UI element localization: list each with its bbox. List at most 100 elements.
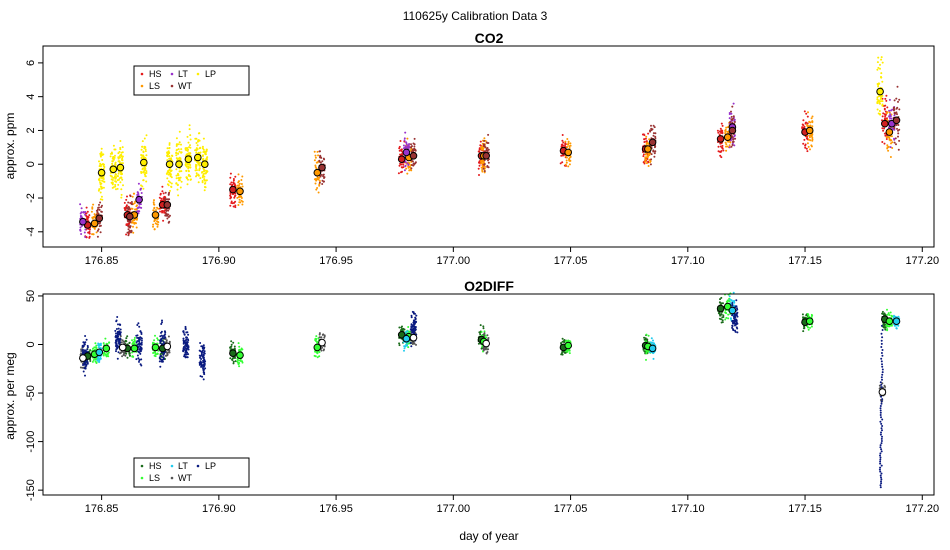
o2diff-point-lp — [117, 338, 120, 340]
co2-point-lp — [114, 180, 117, 183]
co2-point-lp — [120, 162, 123, 165]
co2-point-lp — [175, 168, 178, 171]
o2diff-point-lp — [200, 345, 203, 348]
o2diff-point-lp — [880, 357, 883, 360]
co2-point-ls — [131, 195, 134, 198]
co2-point-hs — [86, 217, 89, 220]
o2diff-point-wt — [484, 348, 487, 351]
o2diff-point-lp — [186, 356, 189, 359]
co2-point-wt — [487, 142, 490, 144]
co2-point-lp — [202, 137, 205, 140]
co2-point-hs — [561, 134, 564, 136]
co2-point-ls — [238, 196, 241, 198]
o2diff-point-lt — [650, 337, 653, 340]
co2-point-hs — [721, 144, 724, 147]
o2diff-mean-marker-ls — [102, 344, 111, 353]
co2-point-ls — [645, 158, 648, 161]
co2-point-hs — [643, 138, 646, 141]
co2-point-lp — [189, 144, 191, 147]
co2-point-lp — [168, 143, 171, 146]
o2diff-point-ls — [131, 339, 133, 342]
o2diff-point-lp — [880, 376, 883, 379]
o2diff-point-lp — [879, 486, 882, 489]
co2-point-ls — [725, 126, 728, 129]
o2diff-point-lp — [879, 444, 882, 447]
co2-point-wt — [652, 134, 655, 137]
co2-point-lp — [186, 135, 189, 138]
co2-point-wt — [730, 115, 733, 118]
o2diff-point-wt — [121, 339, 124, 342]
o2diff-legend-swatch-lp — [196, 464, 200, 468]
co2-point-ls — [568, 157, 571, 160]
co2-point-lp — [112, 176, 115, 179]
co2-point-hs — [647, 132, 650, 135]
co2-point-hs — [805, 112, 808, 115]
co2-point-lt — [889, 115, 892, 118]
o2diff-point-hs — [719, 298, 721, 301]
co2-point-lt — [728, 113, 731, 116]
o2diff-point-lp — [160, 331, 162, 334]
o2diff-point-lp — [736, 331, 739, 334]
co2-point-lp — [140, 172, 143, 174]
o2diff-point-lp — [84, 335, 87, 337]
o2diff-mean-marker-ls — [885, 317, 894, 326]
o2diff-point-wt — [415, 343, 417, 346]
co2-point-wt — [895, 97, 898, 100]
co2-point-lp — [187, 141, 190, 144]
co2-x-tick-label: 176.90 — [202, 255, 236, 267]
co2-point-lp — [114, 185, 117, 188]
co2-x-tick-label: 177.20 — [905, 255, 939, 267]
co2-point-lp — [178, 170, 181, 173]
o2diff-point-lp — [84, 374, 86, 377]
co2-point-wt — [101, 204, 103, 207]
o2diff-point-lp — [880, 472, 883, 475]
co2-point-lt — [80, 215, 83, 218]
co2-point-wt — [487, 133, 490, 136]
co2-point-hs — [717, 150, 720, 153]
co2-point-hs — [560, 144, 563, 146]
co2-point-lp — [178, 141, 181, 144]
o2diff-point-lp — [139, 352, 142, 355]
co2-mean-marker-wt — [318, 163, 326, 172]
o2diff-point-ls — [318, 355, 321, 358]
co2-point-lp — [167, 171, 170, 174]
co2-point-hs — [805, 147, 808, 150]
o2diff-point-lp — [116, 316, 119, 318]
o2diff-point-lp — [880, 339, 883, 342]
co2-point-lp — [876, 68, 879, 71]
o2diff-point-lp — [202, 344, 205, 347]
co2-point-lp — [122, 184, 124, 187]
o2diff-x-tick-label: 176.95 — [319, 503, 353, 515]
o2diff-point-lp — [734, 314, 737, 317]
co2-point-wt — [652, 124, 655, 127]
co2-point-lp — [194, 149, 197, 152]
o2diff-point-lp — [879, 484, 882, 487]
co2-point-wt — [320, 173, 323, 176]
o2diff-point-hs — [398, 344, 401, 347]
o2diff-y-tick-label: -50 — [25, 385, 37, 401]
o2diff-point-ls — [236, 360, 239, 363]
co2-point-hs — [86, 210, 89, 213]
o2diff-point-hs — [884, 328, 887, 331]
co2-point-lp — [876, 108, 879, 111]
co2-point-lp — [187, 170, 190, 173]
co2-point-lp — [186, 183, 189, 186]
o2diff-point-lp — [115, 332, 117, 335]
co2-point-lp — [175, 154, 178, 157]
co2-point-lp — [881, 103, 884, 106]
o2diff-point-lp — [140, 341, 143, 344]
co2-point-wt — [166, 213, 169, 216]
o2diff-legend-swatch-wt — [170, 476, 174, 480]
o2diff-point-lp — [183, 355, 186, 358]
co2-point-wt — [730, 110, 732, 113]
co2-point-lt — [889, 113, 892, 116]
o2diff-point-ls — [314, 350, 317, 353]
o2diff-point-lp — [184, 342, 187, 345]
o2diff-point-hs — [126, 356, 129, 359]
co2-point-wt — [731, 105, 734, 108]
o2diff-mean-marker-lt — [402, 334, 411, 343]
o2diff-point-ls — [407, 346, 410, 349]
co2-point-ls — [316, 150, 319, 153]
o2diff-point-lp — [140, 358, 143, 361]
o2diff-point-hs — [401, 325, 403, 328]
